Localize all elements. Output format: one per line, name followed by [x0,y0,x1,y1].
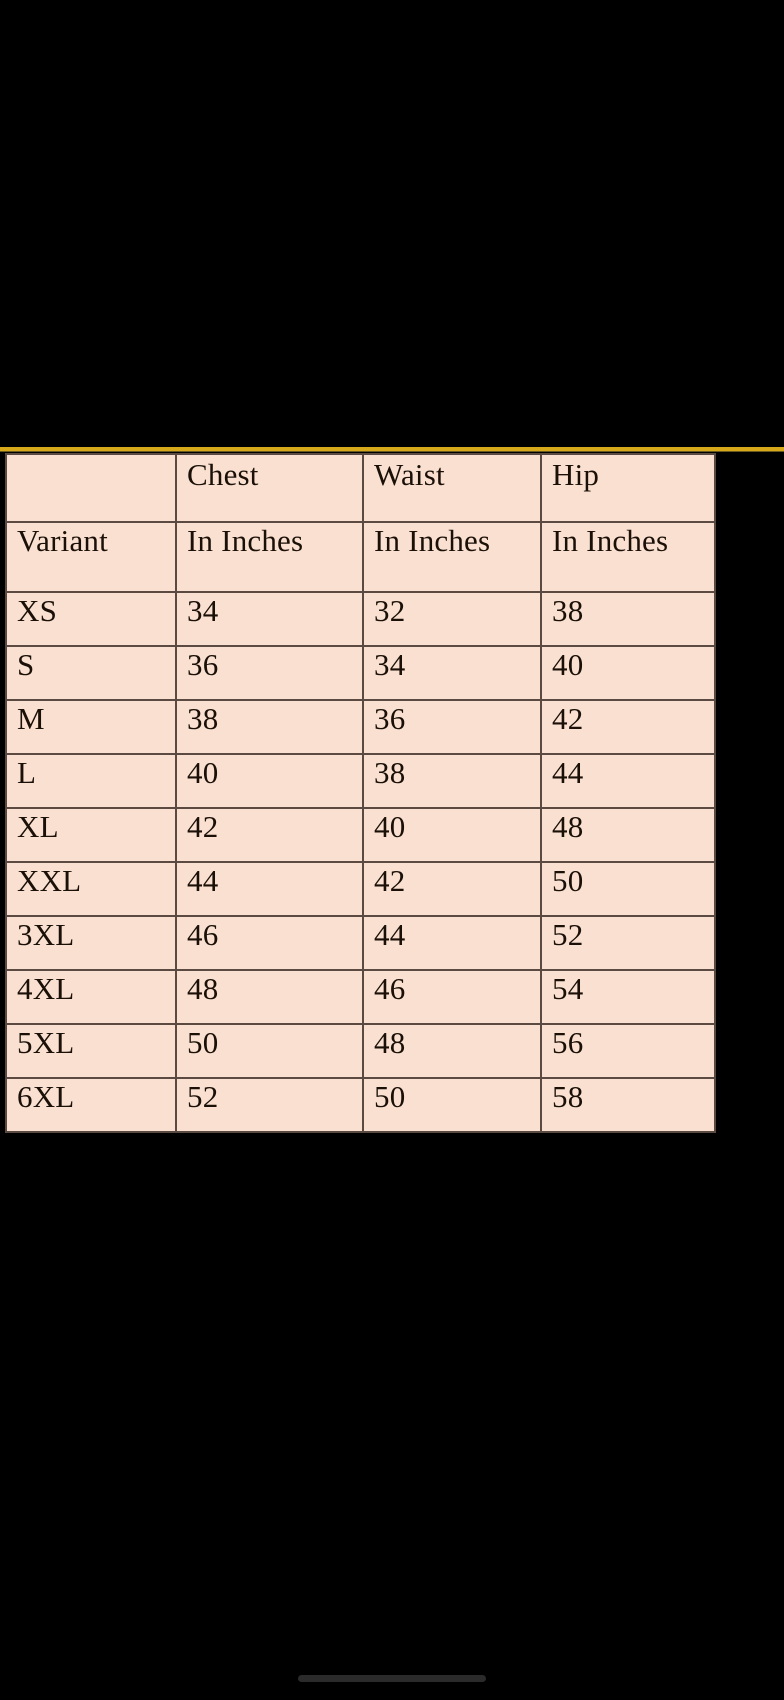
table-row: S 36 34 40 [5,645,716,701]
cell-chest: 40 [175,753,364,809]
cell-chest: 38 [175,699,364,755]
cell-variant: L [5,753,177,809]
cell-waist: 40 [362,807,542,863]
cell-variant: 3XL [5,915,177,971]
cell-hip: 42 [540,699,716,755]
header-cell-chest-unit: In Inches [175,521,364,593]
cell-chest: 34 [175,591,364,647]
cell-waist: 32 [362,591,542,647]
table-row: L 40 38 44 [5,753,716,809]
cell-variant: 5XL [5,1023,177,1079]
cell-variant: S [5,645,177,701]
cell-waist: 44 [362,915,542,971]
cell-hip: 56 [540,1023,716,1079]
header-cell-waist-unit: In Inches [362,521,542,593]
table-row: 6XL 52 50 58 [5,1077,716,1133]
cell-hip: 52 [540,915,716,971]
cell-chest: 48 [175,969,364,1025]
cell-variant: XS [5,591,177,647]
cell-waist: 38 [362,753,542,809]
cell-hip: 40 [540,645,716,701]
table-row: XS 34 32 38 [5,591,716,647]
cell-chest: 46 [175,915,364,971]
header-cell-variant: Variant [5,521,177,593]
cell-hip: 44 [540,753,716,809]
cell-hip: 38 [540,591,716,647]
size-chart-table: Chest Waist Hip Variant In Inches In Inc… [5,453,716,1133]
header-cell-hip-unit: In Inches [540,521,716,593]
cell-waist: 50 [362,1077,542,1133]
gold-accent-rule-shadow [0,451,784,452]
table-header-measure-row: Chest Waist Hip [5,453,716,523]
cell-waist: 42 [362,861,542,917]
header-cell-hip: Hip [540,453,716,523]
cell-variant: XXL [5,861,177,917]
cell-variant: M [5,699,177,755]
cell-hip: 50 [540,861,716,917]
cell-waist: 46 [362,969,542,1025]
table-row: XL 42 40 48 [5,807,716,863]
cell-waist: 36 [362,699,542,755]
cell-chest: 36 [175,645,364,701]
cell-hip: 48 [540,807,716,863]
cell-hip: 54 [540,969,716,1025]
cell-chest: 44 [175,861,364,917]
table-row: M 38 36 42 [5,699,716,755]
cell-chest: 42 [175,807,364,863]
cell-variant: 4XL [5,969,177,1025]
header-cell-blank [5,453,177,523]
cell-chest: 50 [175,1023,364,1079]
gold-accent-rule [0,447,784,451]
table-row: 4XL 48 46 54 [5,969,716,1025]
cell-variant: 6XL [5,1077,177,1133]
cell-variant: XL [5,807,177,863]
header-cell-waist: Waist [362,453,542,523]
cell-hip: 58 [540,1077,716,1133]
header-cell-chest: Chest [175,453,364,523]
home-indicator[interactable] [298,1675,486,1682]
table-row: 3XL 46 44 52 [5,915,716,971]
table-row: XXL 44 42 50 [5,861,716,917]
cell-waist: 34 [362,645,542,701]
cell-chest: 52 [175,1077,364,1133]
table-header-unit-row: Variant In Inches In Inches In Inches [5,521,716,593]
table-row: 5XL 50 48 56 [5,1023,716,1079]
cell-waist: 48 [362,1023,542,1079]
